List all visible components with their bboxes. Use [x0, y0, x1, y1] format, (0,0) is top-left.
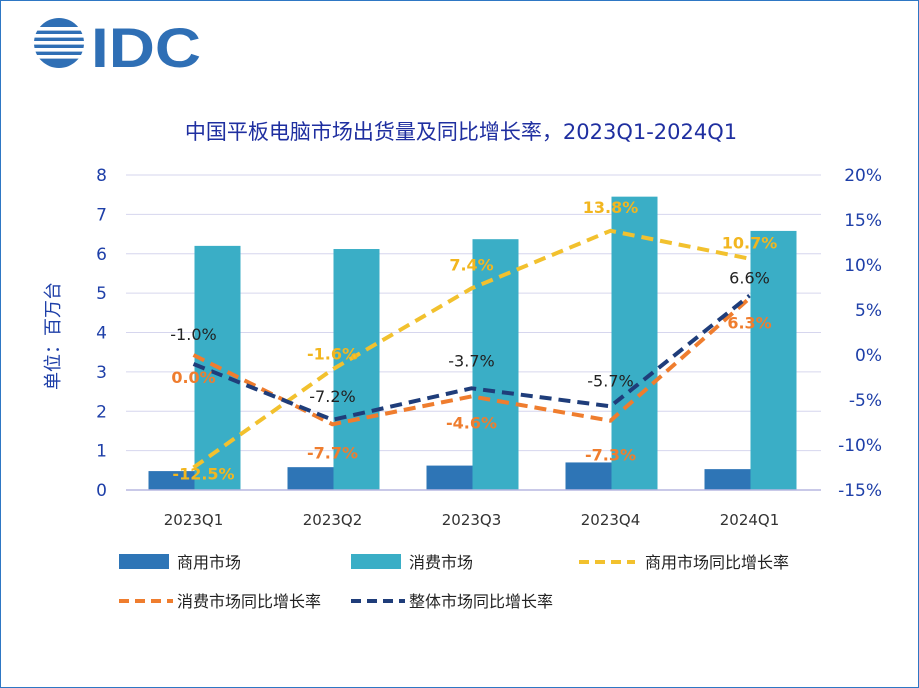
logo-globe-icon	[34, 18, 84, 68]
label-total-yoy: -1.0%	[170, 325, 216, 344]
data-labels: -12.5% -1.6% 7.4% 13.8% 10.7% 0.0% -7.7% -4.6% -…	[170, 198, 777, 484]
y2-tick-label: 5%	[855, 301, 882, 321]
y-tick-label: 2	[96, 402, 107, 422]
chart-title: 中国平板电脑市场出货量及同比增长率，2023Q1-2024Q1	[185, 120, 737, 144]
legend-swatch-consumer	[351, 554, 401, 569]
x-tick-label: 2024Q1	[720, 511, 780, 529]
bar-consumer[interactable]	[611, 196, 658, 490]
legend-label: 商用市场	[177, 553, 241, 572]
bar-consumer[interactable]	[472, 239, 519, 490]
y-tick-label: 7	[96, 205, 107, 225]
y-tick-label: 4	[96, 324, 107, 344]
legend-label: 消费市场同比增长率	[177, 592, 321, 611]
legend-item-total-yoy[interactable]: 整体市场同比增长率	[351, 592, 553, 611]
label-total-yoy: -7.2%	[309, 387, 355, 406]
y-axis-ticks: 0 1 2 3 4 5 6 7 8	[96, 166, 107, 501]
y2-tick-label: -15%	[838, 481, 882, 501]
y-axis-title: 单位：百万台	[43, 282, 64, 390]
label-commercial-yoy: 7.4%	[449, 255, 493, 274]
label-commercial-yoy: 10.7%	[722, 234, 778, 253]
bar-commercial[interactable]	[565, 462, 612, 490]
x-tick-label: 2023Q1	[164, 511, 224, 529]
y2-tick-label: 20%	[844, 166, 882, 186]
line-series	[192, 228, 751, 470]
y-tick-label: 5	[96, 284, 107, 304]
label-commercial-yoy: -1.6%	[307, 344, 358, 363]
y-tick-label: 3	[96, 363, 107, 383]
y2-tick-label: -10%	[838, 436, 882, 456]
line-total-yoy[interactable]	[192, 294, 751, 422]
legend-item-consumer-yoy[interactable]: 消费市场同比增长率	[119, 592, 321, 611]
y-tick-label: 8	[96, 166, 107, 186]
y-tick-label: 1	[96, 442, 107, 462]
y2-tick-label: 10%	[844, 256, 882, 276]
x-tick-label: 2023Q3	[442, 511, 502, 529]
bar-commercial[interactable]	[426, 465, 473, 490]
legend-label: 消费市场	[409, 553, 473, 572]
label-total-yoy: -5.7%	[587, 371, 633, 390]
label-commercial-yoy: -12.5%	[172, 465, 234, 484]
label-commercial-yoy: 13.8%	[583, 198, 639, 217]
label-consumer-yoy: 0.0%	[171, 368, 215, 387]
label-total-yoy: 6.6%	[729, 269, 770, 288]
x-tick-label: 2023Q2	[303, 511, 363, 529]
idc-logo: IDC	[34, 16, 201, 79]
label-consumer-yoy: 6.3%	[727, 313, 771, 332]
x-tick-label: 2023Q4	[581, 511, 641, 529]
bar-commercial[interactable]	[287, 467, 334, 490]
line-commercial-yoy[interactable]	[192, 228, 750, 470]
legend-label: 整体市场同比增长率	[409, 592, 553, 611]
legend: 商用市场 消费市场 商用市场同比增长率 消费市场同比增长率 整体市场同比增长率	[119, 553, 789, 611]
y2-axis-ticks: -15% -10% -5% 0% 5% 10% 15% 20%	[838, 166, 882, 501]
bar-commercial[interactable]	[148, 471, 195, 490]
y-tick-label: 6	[96, 245, 107, 265]
label-total-yoy: -3.7%	[448, 351, 494, 370]
legend-item-commercial[interactable]: 商用市场	[119, 553, 241, 572]
bar-commercial[interactable]	[704, 469, 751, 490]
label-consumer-yoy: -4.6%	[446, 413, 497, 432]
y2-tick-label: 15%	[844, 211, 882, 231]
bar-consumer[interactable]	[333, 249, 380, 490]
bar-consumer[interactable]	[750, 230, 797, 490]
legend-item-commercial-yoy[interactable]: 商用市场同比增长率	[579, 553, 789, 572]
x-axis-ticks: 2023Q1 2023Q2 2023Q3 2023Q4 2024Q1	[164, 511, 780, 529]
label-consumer-yoy: -7.7%	[307, 443, 358, 462]
legend-swatch-commercial	[119, 554, 169, 569]
y-tick-label: 0	[96, 481, 107, 501]
legend-label: 商用市场同比增长率	[645, 553, 789, 572]
label-consumer-yoy: -7.3%	[585, 446, 636, 465]
y2-tick-label: -5%	[849, 391, 882, 411]
bar-series	[148, 196, 797, 490]
legend-item-consumer[interactable]: 消费市场	[351, 553, 473, 572]
y2-tick-label: 0%	[855, 346, 882, 366]
logo-text: IDC	[91, 16, 201, 79]
